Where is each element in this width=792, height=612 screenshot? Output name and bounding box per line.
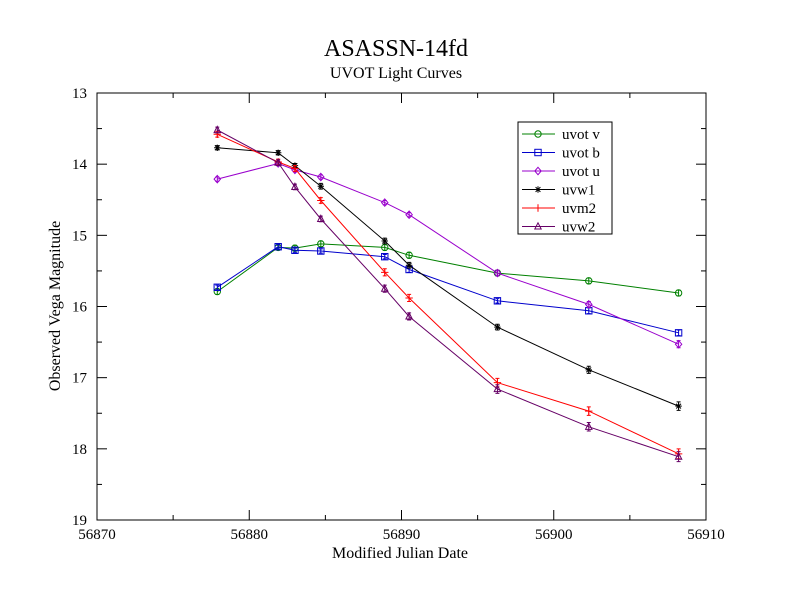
legend-label-uvw1: uvw1: [562, 183, 595, 199]
data-point-uvot-v: [674, 289, 683, 297]
data-point-uvot-u: [493, 268, 502, 278]
data-point-uvot-b: [381, 252, 389, 261]
y-axis: 13 14 15 16 17 18 19: [72, 86, 706, 529]
data-point-uvw1: [494, 323, 501, 331]
data-point-uvw2: [316, 214, 325, 223]
x-tick-label: 56880: [231, 527, 269, 543]
error-bar-uvot-b: [276, 244, 281, 250]
data-point-uvm2: [381, 268, 389, 277]
data-point-uvot-u: [674, 339, 683, 349]
y-tick-label: 19: [72, 513, 87, 529]
error-bar-uvot-b: [318, 248, 323, 254]
x-axis-label: Modified Julian Date: [332, 545, 468, 562]
legend-marker-uvw1: [534, 186, 542, 193]
y-axis-label: Observed Vega Magnitude: [47, 221, 64, 391]
data-point-uvot-v: [405, 251, 413, 259]
data-point-uvw1: [405, 262, 413, 269]
chart-subtitle: UVOT Light Curves: [330, 65, 462, 82]
legend-marker-uvot-v: [534, 130, 542, 138]
y-tick-label: 18: [72, 442, 87, 458]
data-point-uvot-u: [380, 198, 389, 208]
data-point-uvot-b: [674, 329, 683, 337]
error-bar-uvot-b: [382, 254, 387, 260]
y-tick-label: 15: [72, 228, 87, 244]
x-tick-label: 56870: [78, 527, 116, 543]
legend: uvot v uvot b uvot u uvw1 uvm2 uvw2: [517, 121, 613, 236]
y-tick-label: 16: [72, 300, 88, 316]
data-point-uvw1: [381, 237, 388, 245]
data-point-uvot-b: [274, 243, 282, 251]
legend-marker-uvot-u: [534, 166, 542, 176]
data-point-uvw2: [380, 283, 389, 292]
x-tick-label: 56890: [383, 527, 421, 543]
data-point-uvw1: [675, 402, 682, 410]
data-point-uvot-u: [213, 174, 222, 184]
error-bar-uvot-b: [292, 247, 297, 253]
data-point-uvw1: [214, 144, 221, 151]
data-point-uvot-v: [585, 277, 593, 285]
error-bar-uvot-b: [495, 298, 500, 304]
data-point-uvm2: [291, 164, 299, 173]
data-point-uvw1: [274, 149, 282, 156]
series-line-uvot-v: [217, 243, 679, 294]
data-point-uvw2: [274, 157, 283, 166]
series-uvw2: [213, 125, 683, 463]
data-point-uvot-u: [316, 172, 325, 182]
legend-label-uvot-v: uvot v: [562, 127, 600, 143]
series-uvot-b: [213, 243, 683, 337]
data-point-uvot-u: [584, 299, 593, 309]
y-tick-label: 13: [72, 86, 87, 102]
x-tick-label: 56900: [535, 527, 573, 543]
data-point-uvot-b: [213, 283, 221, 291]
legend-label-uvm2: uvm2: [562, 201, 596, 217]
series-layer: [213, 125, 683, 463]
data-point-uvot-b: [291, 246, 299, 254]
data-point-uvw2: [290, 182, 299, 190]
legend-box: [517, 121, 613, 235]
legend-label-uvot-u: uvot u: [562, 164, 600, 180]
data-point-uvw1: [585, 366, 592, 374]
y-tick-label: 14: [72, 157, 88, 173]
x-tick-label: 56910: [687, 527, 725, 543]
data-point-uvm2: [317, 196, 325, 205]
legend-marker-uvm2: [534, 204, 542, 212]
legend-label-uvw2: uvw2: [562, 220, 595, 236]
error-bar-uvot-b: [215, 284, 220, 290]
data-point-uvw2: [213, 125, 222, 134]
data-point-uvw1: [317, 183, 325, 190]
legend-marker-uvw2: [533, 221, 543, 230]
series-line-uvot-b: [217, 246, 679, 334]
chart-title: ASASSN-14fd: [324, 36, 468, 62]
data-point-uvw2: [584, 421, 593, 430]
data-point-uvot-b: [317, 247, 325, 255]
legend-label-uvot-b: uvot b: [562, 146, 600, 162]
series-uvot-v: [213, 240, 683, 297]
x-axis: 56870 56880 56890 56900 56910: [78, 93, 725, 543]
data-point-uvw2: [405, 311, 414, 320]
data-point-uvw2: [674, 451, 683, 460]
data-point-uvw2: [493, 384, 502, 393]
data-point-uvm2: [405, 294, 413, 302]
legend-marker-uvot-b: [534, 148, 542, 157]
data-point-uvm2: [585, 407, 593, 415]
data-point-uvot-u: [405, 210, 413, 220]
plot-frame: [96, 92, 707, 521]
data-point-uvot-v: [317, 240, 325, 248]
data-point-uvot-b: [493, 297, 502, 305]
y-tick-label: 17: [72, 371, 88, 387]
